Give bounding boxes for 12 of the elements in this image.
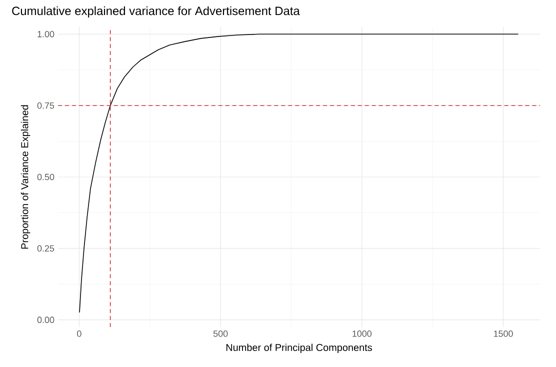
x-tick-label: 0 (77, 330, 82, 337)
y-tick-label: 0.00 (37, 316, 54, 324)
y-tick-label: 1.00 (38, 30, 54, 38)
x-tick-label: 1500 (494, 330, 513, 337)
chart-title: Cumulative explained variance for Advertisement Data (12, 6, 300, 18)
y-tick-label: 0.50 (37, 174, 54, 180)
y-tick-label: 0.75 (37, 102, 54, 109)
x-axis-title: Number of Principal Components (226, 344, 372, 353)
y-tick-label: 0.25 (37, 245, 54, 252)
x-tick-label: 1000 (352, 330, 372, 337)
x-tick-label: 500 (213, 330, 228, 337)
y-axis-title: Proportion of Variance Explained (20, 105, 30, 249)
